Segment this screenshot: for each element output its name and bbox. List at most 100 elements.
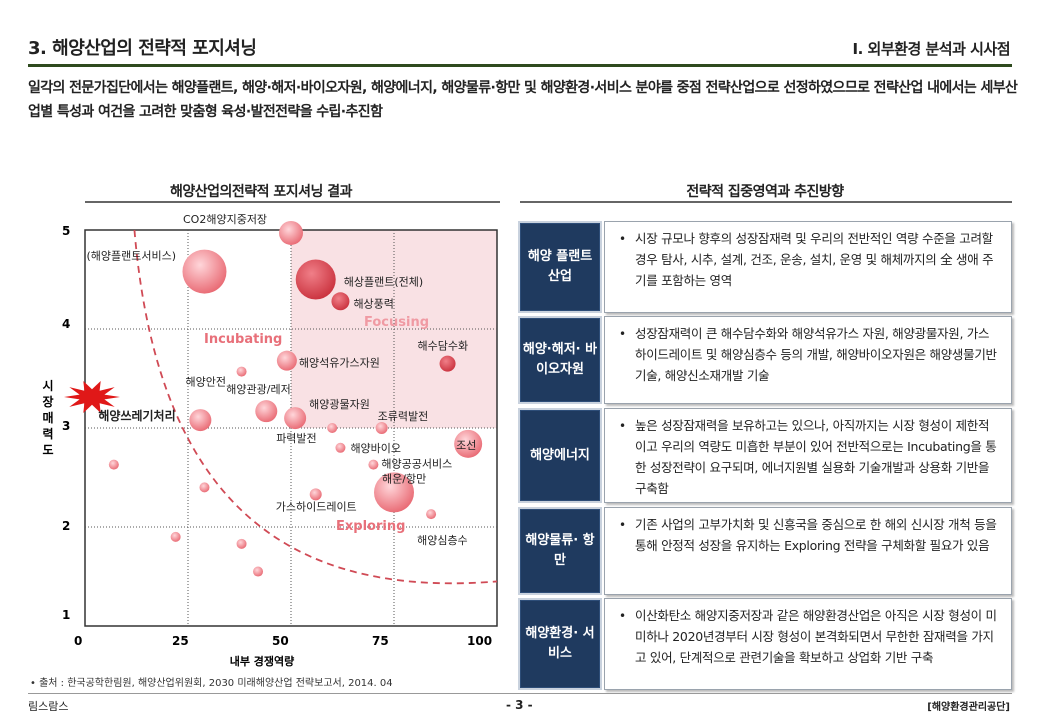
chart-heading-divider	[85, 201, 500, 203]
bubble-label: 해상풍력	[353, 296, 393, 310]
x-tick-75: 75	[372, 634, 389, 648]
strategy-row-resources: 해양·해저· 바이오자원 • 성장잠재력이 큰 해수담수화와 해양석유가스 자원…	[518, 316, 1012, 404]
x-axis-label: 내부 경쟁역량	[230, 654, 295, 668]
frontier-curve	[133, 229, 498, 585]
bubble-point	[189, 409, 212, 432]
zone-exploring: Exploring	[336, 519, 405, 534]
bubble-label: 조류력발전	[378, 410, 429, 423]
x-tick-25: 25	[172, 634, 189, 648]
bubble-point	[255, 400, 278, 423]
bubble-label: 해양관광/레저	[226, 382, 290, 396]
zone-focusing: Focusing	[364, 315, 429, 330]
y-axis-label-char: 시	[42, 379, 53, 393]
bubble-label: 해수담수화	[418, 339, 469, 353]
bullet-icon: •	[619, 232, 626, 246]
bubble-point	[375, 422, 388, 434]
strategy-text: 이산화탄소 해양지중저장과 같은 해양환경산업은 아직은 시장 형성이 미미하나…	[635, 608, 997, 665]
bubble-point	[253, 566, 264, 577]
bubble-label: 해운/항만	[382, 471, 426, 485]
bubble-point	[284, 407, 307, 430]
bubble-label: 해양쓰레기처리	[98, 408, 175, 423]
strategy-body: • 시장 규모나 향후의 성장잠재력 및 우리의 전반적인 역량 수준을 고려할…	[604, 221, 1012, 313]
bubble-point	[182, 249, 227, 294]
bubble-label: 해양공공서비스	[381, 457, 452, 471]
y-tick-4: 4	[62, 317, 70, 331]
strategy-label: 해양 플랜트 산업	[520, 223, 600, 311]
strategy-label: 해양물류· 항만	[520, 509, 600, 593]
bubble-label: 파력발전	[276, 432, 316, 445]
footer-left-text: 림스람스	[28, 700, 69, 713]
strategy-body: • 이산화탄소 해양지중저장과 같은 해양환경산업은 아직은 시장 형성이 미미…	[604, 598, 1012, 690]
bubble-point	[279, 220, 303, 245]
y-tick-3: 3	[62, 419, 70, 433]
strategy-text: 시장 규모나 향후의 성장잠재력 및 우리의 전반적인 역량 수준을 고려할 경…	[635, 231, 994, 288]
strategy-label: 해양·해저· 바이오자원	[520, 318, 600, 402]
strategy-heading: 전략적 집중영역과 추진방향	[686, 184, 844, 200]
bubble-point	[454, 429, 483, 458]
bubble-point	[426, 509, 437, 520]
bubble-label: 해상플랜트(전체)	[344, 275, 423, 289]
bubble-label: 해양심층수	[417, 533, 468, 547]
y-tick-1: 1	[62, 608, 70, 622]
strategy-label: 해양환경· 서비스	[520, 600, 600, 688]
strategy-body: • 성장잠재력이 큰 해수담수화와 해양석유가스 자원, 해양광물자원, 가스하…	[604, 316, 1012, 404]
highlight-burst-icon	[64, 381, 120, 413]
bubble-point	[368, 459, 379, 470]
strategy-text: 기존 사업의 고부가치화 및 신흥국을 중심으로 한 해외 신시장 개척 등을 …	[635, 517, 997, 553]
bubble-point	[309, 488, 322, 501]
y-tick-5: 5	[62, 224, 70, 238]
organization-name: [해양환경관리공단]	[927, 702, 1010, 713]
strategy-text: 성장잠재력이 큰 해수담수화와 해양석유가스 자원, 해양광물자원, 가스하이드…	[635, 326, 997, 383]
bullet-icon: •	[619, 518, 626, 532]
bubble-label: 해양바이오	[350, 441, 401, 455]
chart-heading: 해양산업의전략적 포지셔닝 결과	[169, 184, 353, 200]
bubble-point	[170, 531, 181, 542]
footer-divider	[28, 693, 1012, 694]
strategy-row-logistics: 해양물류· 항만 • 기존 사업의 고부가치화 및 신흥국을 중심으로 한 해외…	[518, 507, 1012, 595]
intro-paragraph: 일각의 전문가집단에서는 해양플랜트, 해양·해저·바이오자원, 해양에너지, …	[28, 80, 1018, 120]
bullet-icon: •	[619, 327, 626, 341]
bubble-point	[331, 292, 350, 311]
strategy-heading-divider	[520, 201, 1012, 203]
bullet-icon: •	[619, 609, 626, 623]
bubble-label: (해양플랜트서비스)	[86, 249, 176, 263]
x-tick-0: 0	[74, 634, 82, 648]
bubble-point	[327, 423, 338, 433]
strategy-body: • 높은 성장잠재력을 보유하고는 있으나, 아직까지는 시장 형성이 제한적이…	[604, 408, 1012, 503]
x-tick-50: 50	[272, 634, 289, 648]
y-tick-2: 2	[62, 519, 70, 533]
page-title: 3. 해양산업의 전략적 포지셔닝	[28, 38, 257, 59]
y-axis-label-char: 도	[42, 443, 53, 457]
bubble-label: 조선	[456, 439, 476, 452]
strategy-row-plant: 해양 플랜트 산업 • 시장 규모나 향후의 성장잠재력 및 우리의 전반적인 …	[518, 221, 1012, 313]
bubble-label: 가스하이드레이트	[276, 499, 357, 513]
bubble-point	[236, 538, 247, 549]
strategy-body: • 기존 사업의 고부가치화 및 신흥국을 중심으로 한 해외 신시장 개척 등…	[604, 507, 1012, 595]
zone-incubating: Incubating	[204, 332, 282, 347]
bubble-point	[276, 350, 297, 371]
y-axis-label-char: 력	[42, 427, 53, 441]
y-axis-label-char: 매	[42, 410, 53, 425]
x-tick-100: 100	[467, 634, 492, 648]
bubble-label: 해양안전	[186, 375, 226, 389]
page-number: - 3 -	[506, 698, 533, 712]
bubble-point	[374, 472, 414, 513]
bubble-point	[199, 482, 210, 493]
strategy-label: 해양에너지	[520, 410, 600, 501]
bubble-point	[439, 355, 456, 372]
bullet-icon: •	[619, 419, 626, 433]
bubble-point	[335, 442, 346, 453]
source-note: • 출처 : 한국공학한림원, 해양산업위원회, 2030 미래해양산업 전략보…	[30, 678, 393, 689]
bubble-label: CO2해양지중저장	[183, 212, 267, 226]
section-title: I. 외부환경 분석과 시사점	[852, 40, 1011, 58]
strategy-row-energy: 해양에너지 • 높은 성장잠재력을 보유하고는 있으나, 아직까지는 시장 형성…	[518, 408, 1012, 503]
strategy-row-environment: 해양환경· 서비스 • 이산화탄소 해양지중저장과 같은 해양환경산업은 아직은…	[518, 598, 1012, 690]
header-divider	[28, 64, 1012, 67]
bubble-point	[295, 259, 336, 300]
positioning-chart: CO2해양지중저장 (해양플랜트서비스) 해상플랜트(전체) 해상풍력해수담수화해양석…	[42, 212, 498, 668]
bubble-label: 해양광물자원	[309, 397, 370, 411]
bubble-point	[236, 366, 247, 377]
bubble-label: 해양석유가스자원	[299, 356, 380, 370]
strategy-text: 높은 성장잠재력을 보유하고는 있으나, 아직까지는 시장 형성이 제한적이고 …	[635, 418, 997, 496]
